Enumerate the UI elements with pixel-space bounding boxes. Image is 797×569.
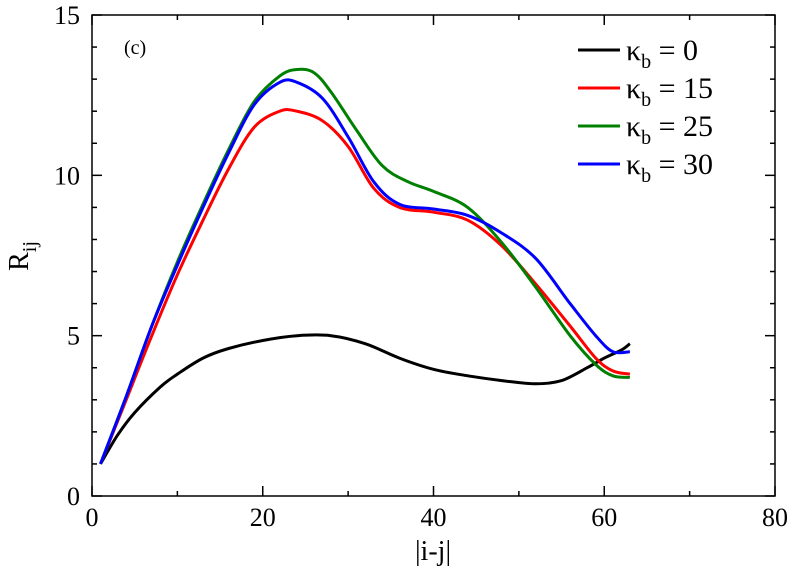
series-lines <box>99 67 631 465</box>
y-tick-label: 15 <box>54 1 80 30</box>
series-line-0 <box>99 333 631 465</box>
x-tick-label: 20 <box>250 503 276 532</box>
x-axis-label: |i-j| <box>415 536 451 567</box>
legend-label-1: κb = 15 <box>626 72 713 111</box>
legend-label-0: κb = 0 <box>626 34 698 73</box>
legend-label-3: κb = 30 <box>626 148 713 187</box>
x-tick-label: 60 <box>591 503 617 532</box>
x-tick-label: 0 <box>86 503 99 532</box>
x-tick-label: 80 <box>762 503 788 532</box>
x-tick-label: 40 <box>421 503 447 532</box>
y-tick-label: 5 <box>67 322 80 351</box>
y-tick-label: 0 <box>67 482 80 511</box>
y-axis-label-main: R <box>4 252 35 271</box>
series-line-3 <box>99 78 631 465</box>
panel-label: (c) <box>124 37 146 59</box>
y-axis-label: Rij <box>4 241 41 271</box>
series-line-1 <box>99 108 631 465</box>
y-axis-label-sub: ij <box>19 241 41 252</box>
y-tick-label: 10 <box>54 161 80 190</box>
axis-ticks: 0 20 40 60 80 0 5 10 15 <box>54 1 788 532</box>
legend-label-2: κb = 25 <box>626 110 713 149</box>
